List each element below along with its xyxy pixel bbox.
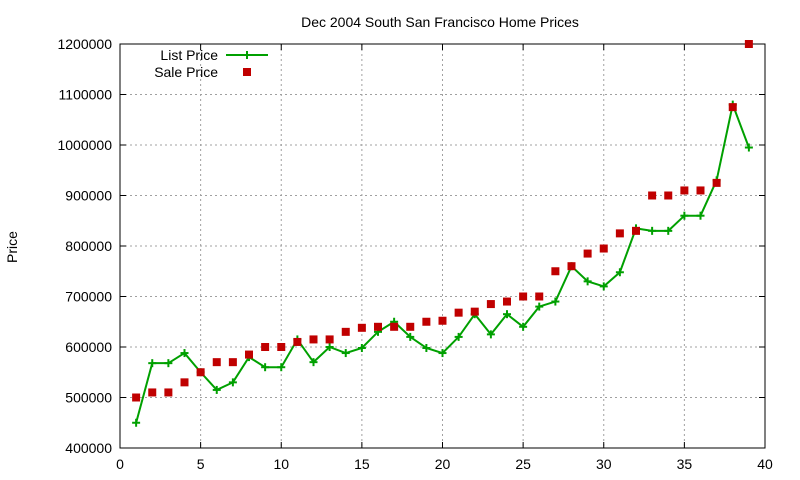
sale-price-point [712,178,721,187]
data-series [132,40,753,427]
list-price-point [212,385,221,394]
list-price-point [454,332,463,341]
list-price-point [599,282,608,291]
list-price-point [406,332,415,341]
sale-price-point [503,297,511,306]
list-price-point [680,211,689,220]
sale-price-point [680,186,689,195]
sale-price-point [422,317,431,326]
sale-price-point [648,191,657,200]
sale-price-point [325,335,334,344]
list-price-point [132,418,141,427]
y-tick-label: 1200000 [57,36,112,52]
list-price-point [438,349,447,358]
list-price-point [325,343,334,351]
list-price-point [583,277,592,286]
x-tick-label: 10 [273,456,289,472]
legend-marker [243,68,251,76]
sale-price-point [486,300,495,309]
list-price-point [277,363,286,372]
sale-price-point [293,337,302,346]
sale-price-point [551,267,560,276]
sale-price-point [390,322,399,331]
sale-price-point [196,368,205,377]
list-price-point [519,322,528,331]
sale-price-point [664,191,673,200]
legend-label: List Price [160,47,218,63]
list-price-point [261,363,270,372]
sale-price-point [277,343,286,351]
sale-price-point [744,40,753,48]
sale-price-point [132,393,141,402]
x-tick-label: 0 [116,456,124,472]
y-tick-label: 1100000 [59,87,113,103]
x-tick-label: 20 [435,456,451,472]
sale-price-point [438,316,447,325]
sale-price-point [148,388,157,397]
grid-lines [120,44,765,448]
sale-price-point [180,378,189,387]
list-price-point [309,358,318,367]
list-price-point [422,344,431,353]
list-price-point [148,359,157,368]
sale-price-point [599,244,608,253]
sale-price-point [454,308,463,317]
list-price-point [503,310,511,319]
sale-price-point [164,388,173,397]
axis-ticks: 0 5 10 15 20 25 30 35 40 400000 500000 600000 700000… [57,36,773,472]
sale-price-point [245,350,253,359]
sale-price-point [357,323,366,332]
list-price-point [228,378,237,387]
sale-price-point [519,292,528,301]
list-price-point [648,226,657,235]
sale-price-point [261,343,270,351]
y-tick-label: 900000 [65,188,112,204]
y-tick-label: 1000000 [57,137,112,153]
sale-price-point [228,358,237,367]
x-tick-label: 40 [757,456,773,472]
list-price-point [535,302,544,311]
sale-price-point [374,322,382,331]
series-sale-price [132,40,753,402]
sale-price-point [615,229,624,238]
list-price-point [164,359,173,368]
list-price-point [357,344,366,353]
list-price-point [664,226,673,235]
list-price-point [551,297,560,306]
sale-price-point [535,292,544,301]
y-tick-label: 400000 [65,440,112,456]
list-price-point [615,268,624,277]
list-price-point [696,211,705,220]
list-price-point [180,349,189,358]
chart-title: Dec 2004 South San Francisco Home Prices [301,14,579,30]
legend-label: Sale Price [154,64,218,80]
sale-price-point [212,358,221,367]
y-tick-label: 600000 [65,339,112,355]
series-list-price [132,100,753,427]
sale-price-point [341,327,350,336]
x-tick-label: 35 [677,456,693,472]
legend-marker [243,51,251,59]
sale-price-point [632,226,640,235]
sale-price-point [728,103,737,112]
sale-price-point [583,249,592,258]
y-tick-label: 800000 [65,238,112,254]
sale-price-point [696,186,705,195]
x-tick-label: 25 [515,456,531,472]
y-tick-label: 700000 [65,289,112,305]
x-tick-label: 30 [596,456,612,472]
list-price-point [744,143,753,152]
sale-price-point [567,262,576,271]
list-price-point [341,349,350,358]
sale-price-point [470,307,479,316]
x-tick-label: 15 [354,456,370,472]
sale-price-point [309,335,318,344]
list-price-point [486,330,495,339]
x-tick-label: 5 [197,456,205,472]
sale-price-point [406,322,415,331]
y-axis-label: Price [4,231,20,263]
y-tick-label: 500000 [65,390,112,406]
